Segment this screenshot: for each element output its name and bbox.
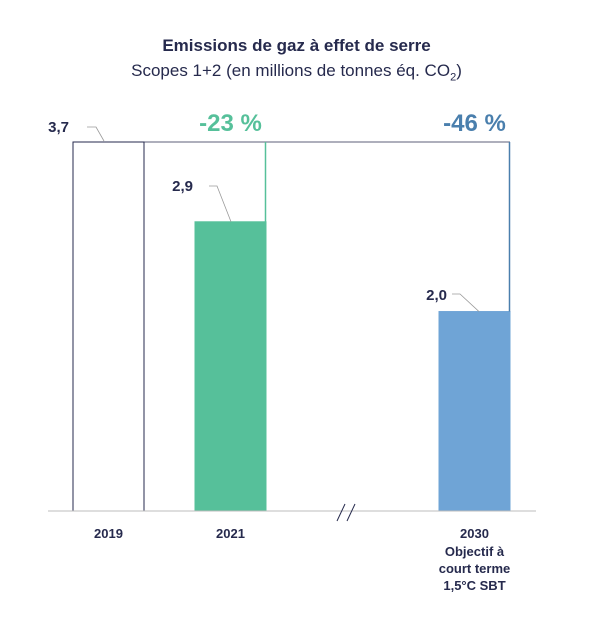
value-leader-2021 [209, 185, 232, 222]
category-sublabel-2030-0: Objectif à [445, 544, 505, 559]
bar-2021 [194, 221, 267, 512]
category-sublabel-2030-1: court terme [439, 561, 511, 576]
subtitle-text: Scopes 1+2 (en millions de tonnes éq. CO [131, 61, 451, 80]
value-label-2030: 2,0 [426, 287, 447, 304]
subtitle-subscript: 2 [450, 71, 457, 84]
axis-break-mark-2 [346, 503, 356, 522]
category-sublabel-2030-2: 1,5°C SBT [443, 578, 505, 593]
reduction-label-2030: -46 % [443, 110, 506, 137]
category-label-2030: 2030 [460, 526, 489, 541]
category-label-2019: 2019 [94, 526, 123, 541]
value-label-2019: 3,7 [48, 119, 69, 136]
chart-title: Emissions de gaz à effet de serre [162, 36, 431, 55]
value-leader-2030 [452, 293, 480, 312]
subtitle-end: ) [456, 61, 462, 80]
category-label-2021: 2021 [216, 526, 245, 541]
value-leader-2019 [87, 126, 105, 142]
axis-break-mark-1 [336, 503, 346, 522]
reduction-label-2021: -23 % [199, 110, 262, 137]
value-label-2021: 2,9 [172, 178, 193, 195]
chart-subtitle: Scopes 1+2 (en millions de tonnes éq. CO… [0, 61, 593, 83]
bar-2019 [72, 141, 145, 512]
bar-2030 [438, 311, 511, 512]
